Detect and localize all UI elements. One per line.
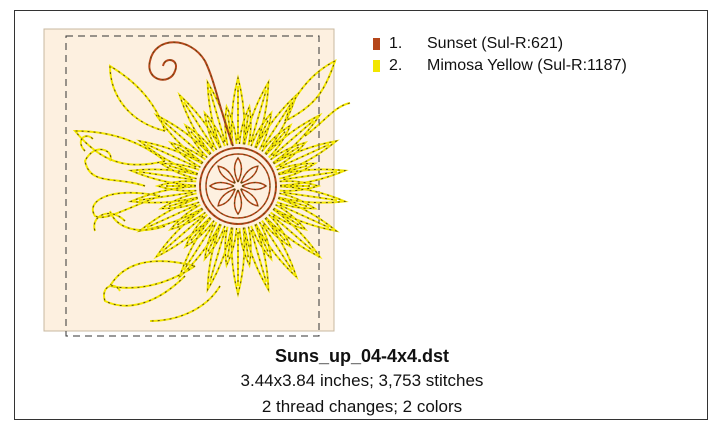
stitch-line <box>159 192 200 210</box>
design-changes: 2 thread changes; 2 colors <box>261 397 463 416</box>
stitch-line <box>255 217 298 279</box>
stitch-line <box>240 188 259 207</box>
stitch-line <box>178 93 221 155</box>
stitch-line <box>84 149 146 187</box>
stitch-line <box>205 153 271 219</box>
stitch-line <box>240 165 259 184</box>
stitch-line <box>178 217 221 279</box>
brown-stitches <box>148 41 277 225</box>
stitch-line <box>250 221 272 261</box>
stitch-line <box>304 102 351 137</box>
stitch-line <box>149 285 221 322</box>
thread-name: Mimosa Yellow (Sul-R:1187) <box>427 57 627 74</box>
stitch-line <box>109 260 196 289</box>
stitch-line <box>273 140 338 175</box>
stitch-line <box>261 214 292 248</box>
stitch-line <box>103 275 186 307</box>
stitch-line <box>217 165 236 184</box>
stitch-line <box>204 221 226 261</box>
stitch-line <box>273 197 338 232</box>
stitch-line <box>92 192 161 218</box>
stitch-line <box>217 188 236 207</box>
file-name: Suns_up_04-4x4.dst <box>274 346 450 366</box>
stitch-line <box>207 224 232 292</box>
stitch-line <box>184 124 215 158</box>
stitch-line <box>265 208 322 258</box>
yellow-stitches <box>72 59 351 322</box>
stitch-line <box>204 111 226 151</box>
stitch-line <box>156 180 197 192</box>
design-size: 3.44x3.84 inches; 3,753 stitches <box>240 371 484 390</box>
thread-name: Sunset (Sul-R:621) <box>427 35 564 52</box>
stitch-line <box>270 204 307 231</box>
stitch-line <box>209 182 235 190</box>
stitch-line <box>198 147 277 225</box>
stitch-line <box>138 140 203 175</box>
stitch-line <box>265 114 322 164</box>
stitch-line <box>109 65 166 132</box>
stitch-line <box>278 168 347 186</box>
stitch-line <box>79 135 94 152</box>
stitch-line <box>129 168 198 186</box>
stitch-line <box>278 186 347 204</box>
stitch-line <box>129 186 198 204</box>
thread-number: 1. <box>389 35 403 52</box>
stitch-line <box>154 208 211 258</box>
stitch-line <box>224 226 238 267</box>
stitch-line <box>261 124 292 158</box>
design-preview <box>43 28 351 337</box>
stitch-line <box>238 105 252 146</box>
stitch-line <box>234 189 242 215</box>
design-info: Suns_up_04-4x4.dst 3.44x3.84 inches; 3,7… <box>15 344 709 420</box>
design-card: 1. Sunset (Sul-R:621) 2. Mimosa Yellow (Sul… <box>14 10 708 420</box>
stitch-line <box>250 111 272 151</box>
stitch-line <box>244 80 269 148</box>
stitch-line <box>109 210 166 231</box>
stitch-line <box>241 182 267 190</box>
stitch-line <box>244 224 269 292</box>
stitch-line <box>184 214 215 248</box>
stitch-line <box>93 213 126 232</box>
thread-swatch <box>373 38 380 50</box>
stitch-line <box>169 141 206 168</box>
stitch-line <box>169 204 206 231</box>
stitch-line <box>231 76 245 145</box>
stitch-line <box>224 105 238 146</box>
thread-swatch <box>373 60 380 72</box>
stitch-line <box>231 227 245 296</box>
stitch-line <box>154 114 211 164</box>
stitch-line <box>73 130 166 166</box>
thread-number: 2. <box>389 57 403 74</box>
stitch-line <box>279 180 320 192</box>
stitch-line <box>276 162 317 180</box>
stitch-line <box>238 226 252 267</box>
stitch-line <box>159 162 200 180</box>
stitch-line <box>270 141 307 168</box>
stitch-line <box>148 41 234 147</box>
stitch-line <box>276 192 317 210</box>
stitch-line <box>234 157 242 183</box>
stitch-line <box>284 59 337 122</box>
